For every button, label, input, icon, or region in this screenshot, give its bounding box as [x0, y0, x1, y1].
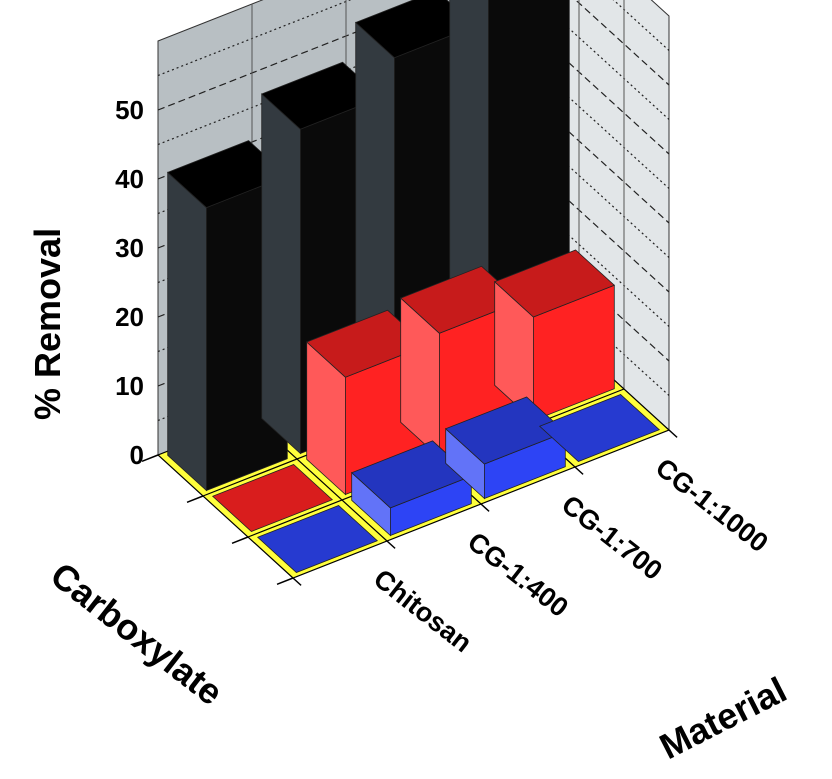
x-tick-mark [480, 503, 490, 512]
bar [493, 249, 616, 422]
z-tick-label: 30 [115, 233, 144, 263]
x-tick-mark [292, 577, 302, 586]
bar-top-face [256, 505, 379, 573]
x-tick-mark [668, 429, 678, 438]
y-tick-mark [186, 495, 204, 503]
bar-top-face [538, 394, 661, 462]
z-tick-label: 10 [115, 371, 144, 401]
x-tick-label: CG-1:400 [462, 526, 574, 623]
x-tick-mark [574, 466, 584, 475]
bar [538, 394, 661, 462]
bar-top-face [493, 249, 616, 318]
bar [256, 505, 379, 573]
bar [350, 440, 473, 537]
y-tick-mark [231, 536, 249, 544]
y-tick-mark [141, 454, 159, 462]
z-tick-label: 0 [130, 440, 144, 470]
x-tick-mark [386, 540, 396, 549]
x-tick-label: CG-1:1000 [650, 452, 774, 558]
gridline [157, 0, 670, 111]
z-tick-label: 20 [115, 302, 144, 332]
z-tick-label: 40 [115, 164, 144, 194]
bar [211, 464, 334, 532]
y-axis-label: Carboxylate [43, 554, 231, 713]
z-axis-label: % Removal [27, 228, 68, 420]
bar-side-face [261, 93, 301, 455]
x-axis-label: Material [653, 669, 793, 767]
bar-side-face [167, 171, 207, 492]
x-tick-label: Chitosan [368, 563, 477, 658]
chart-bars [166, 0, 661, 573]
z-tick-label: 50 [115, 95, 144, 125]
bar-top-face [211, 464, 334, 532]
y-tick-mark [276, 577, 294, 585]
x-tick-label: CG-1:700 [556, 489, 668, 586]
